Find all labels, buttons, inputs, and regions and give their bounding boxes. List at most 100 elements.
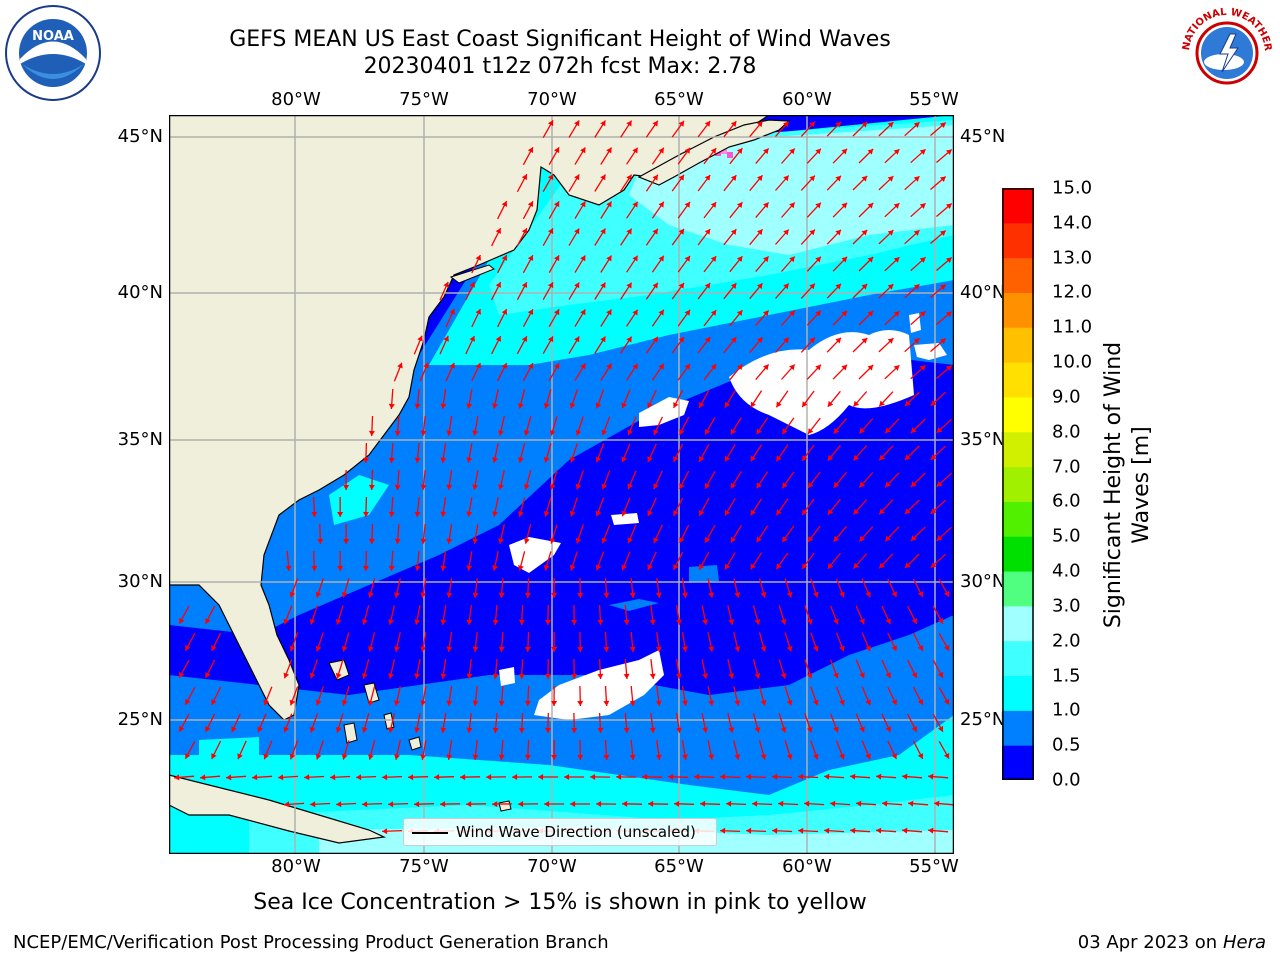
wave-direction-arrowhead bbox=[780, 672, 787, 679]
wave-direction-arrowhead bbox=[943, 590, 950, 597]
wave-direction-arrowhead bbox=[730, 536, 737, 543]
wave-direction-arrowhead bbox=[185, 645, 191, 651]
wave-direction-arrowhead bbox=[549, 483, 556, 490]
calm-patches bbox=[499, 313, 947, 720]
wave-direction-arrowhead bbox=[930, 400, 937, 406]
lat-label-left: 35°N bbox=[117, 429, 163, 450]
wave-direction-arrowhead bbox=[626, 336, 632, 343]
wave-direction-arrowhead bbox=[939, 176, 946, 182]
wave-direction-arrowhead bbox=[919, 365, 926, 371]
wave-direction-arrowhead bbox=[789, 202, 795, 209]
wave-direction-arrowhead bbox=[853, 400, 860, 407]
wave-direction-arrowhead bbox=[913, 176, 920, 182]
wave-direction-arrowhead bbox=[527, 255, 534, 261]
wave-direction-arrowhead bbox=[394, 430, 401, 436]
wave-direction-arrowhead bbox=[798, 827, 804, 834]
wave-direction-arrowhead bbox=[943, 644, 950, 651]
wave-direction-arrowhead bbox=[879, 562, 885, 569]
wave-direction-arrowhead bbox=[200, 774, 206, 781]
wave-direction-arrowhead bbox=[815, 256, 821, 263]
wave-direction-arrowhead bbox=[595, 564, 602, 571]
wave-direction-arrowhead bbox=[853, 562, 860, 569]
wave-direction-arrowhead bbox=[289, 645, 296, 652]
wave-direction-arrowhead bbox=[440, 457, 447, 463]
wave-direction-arrowhead bbox=[574, 336, 580, 343]
wave-direction-arrowhead bbox=[917, 591, 924, 597]
wave-direction-arrowhead bbox=[521, 282, 528, 288]
wave-direction-arrowhead bbox=[600, 228, 606, 235]
wave-direction-arrowhead bbox=[577, 592, 584, 598]
wave-direction-arrowhead bbox=[919, 203, 926, 209]
wave-direction-arrowhead bbox=[315, 753, 322, 760]
lat-label-right: 30°N bbox=[960, 571, 1006, 592]
wave-direction-arrowhead bbox=[726, 800, 732, 807]
wave-direction-arrowhead bbox=[684, 363, 690, 370]
wave-direction-arrowhead bbox=[827, 509, 834, 515]
wave-direction-arrowhead bbox=[809, 337, 815, 344]
wave-direction-arrowhead bbox=[543, 511, 550, 517]
wave-direction-arrowhead bbox=[574, 120, 580, 127]
wave-direction-arrowhead bbox=[554, 255, 560, 262]
wave-direction-arrowhead bbox=[388, 673, 394, 679]
wave-direction-arrowhead bbox=[420, 430, 427, 436]
wave-direction-arrowhead bbox=[475, 309, 481, 315]
wave-direction-arrowhead bbox=[757, 175, 763, 182]
wave-direction-arrowhead bbox=[708, 592, 714, 598]
wave-direction-arrowhead bbox=[678, 174, 684, 181]
wave-direction-arrowhead bbox=[682, 700, 688, 706]
wave-direction-arrowhead bbox=[757, 283, 763, 290]
wave-direction-arrowhead bbox=[705, 428, 711, 435]
wave-direction-arrowhead bbox=[315, 591, 322, 598]
wave-direction-arrowhead bbox=[750, 509, 756, 516]
wave-direction-arrowhead bbox=[621, 564, 627, 571]
wave-direction-arrowhead bbox=[382, 828, 388, 835]
wave-direction-arrowhead bbox=[754, 727, 761, 733]
wave-direction-arrowhead bbox=[524, 754, 531, 760]
wave-direction-arrowhead bbox=[812, 699, 819, 706]
wave-direction-arrowhead bbox=[414, 565, 421, 571]
lon-label-bottom: 60°W bbox=[782, 856, 832, 877]
colorbar-tick-label: 10.0 bbox=[1052, 351, 1093, 373]
map-frame bbox=[169, 115, 954, 854]
wave-direction-arrowhead bbox=[414, 511, 421, 517]
wave-direction-arrowhead bbox=[815, 364, 821, 371]
wave-direction-arrowhead bbox=[853, 454, 860, 461]
wave-direction-arrowhead bbox=[808, 428, 814, 434]
wave-direction-arrowhead bbox=[420, 646, 427, 652]
wave-direction-arrowhead bbox=[757, 229, 763, 236]
wave-direction-arrowhead bbox=[336, 801, 342, 808]
legend-line-swatch bbox=[412, 832, 448, 834]
wave-direction-arrowhead bbox=[760, 646, 767, 652]
wave-direction-arrowhead bbox=[694, 773, 700, 780]
wave-direction-arrowhead bbox=[283, 672, 290, 679]
wave-direction-arrowhead bbox=[861, 122, 868, 128]
colorbar-band bbox=[1002, 675, 1034, 711]
wave-direction-arrowhead bbox=[679, 483, 685, 489]
wave-direction-arrowhead bbox=[839, 753, 845, 760]
wave-direction-arrowhead bbox=[720, 773, 726, 780]
wave-direction-arrowhead bbox=[798, 773, 804, 780]
wave-direction-arrowhead bbox=[414, 727, 421, 733]
wave-direction-arrowhead bbox=[734, 592, 741, 598]
wave-direction-arrowhead bbox=[919, 149, 926, 155]
wave-direction-arrowhead bbox=[789, 364, 795, 371]
wave-direction-arrowhead bbox=[524, 700, 531, 706]
colorbar-band bbox=[1002, 466, 1034, 502]
wave-direction-arrowhead bbox=[649, 619, 656, 625]
nws-logo: NATIONAL WEATHER SERVICE bbox=[1178, 4, 1274, 100]
wave-direction-arrowhead bbox=[263, 753, 269, 760]
colorbar-tick-label: 7.0 bbox=[1052, 456, 1081, 478]
wave-direction-arrowhead bbox=[710, 310, 717, 316]
colorbar-band bbox=[1002, 571, 1034, 607]
wave-direction-arrowhead bbox=[835, 337, 841, 344]
colorbar-tick-label: 4.0 bbox=[1052, 560, 1081, 582]
wave-direction-arrowhead bbox=[600, 120, 606, 127]
wave-direction-arrowhead bbox=[443, 281, 449, 288]
wave-direction-arrowhead bbox=[911, 618, 917, 624]
wave-direction-arrowhead bbox=[786, 591, 793, 598]
wave-direction-arrowhead bbox=[341, 699, 348, 706]
wave-direction-arrowhead bbox=[782, 536, 788, 543]
wave-direction-arrowhead bbox=[543, 403, 550, 409]
wave-direction-arrowhead bbox=[623, 727, 630, 733]
wave-direction-arrowhead bbox=[859, 618, 865, 625]
